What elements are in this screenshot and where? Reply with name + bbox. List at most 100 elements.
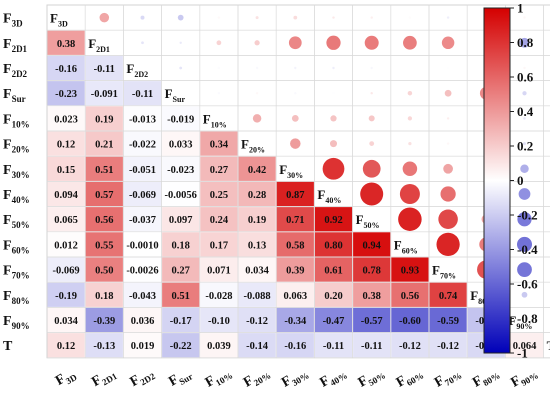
cell-f2d2-f70pct-circle xyxy=(446,66,450,70)
cell-f90pct-f50pct-fill xyxy=(353,307,391,333)
cell-f50pct-f2d2-value: -0.037 xyxy=(129,215,156,226)
cell-f3d-t-border xyxy=(543,4,550,31)
cell-f90pct-f20pct-fill xyxy=(238,307,276,333)
cell-f60pct-f40pct-fill xyxy=(314,232,353,257)
cell-f30pct-f3d-fill xyxy=(47,156,85,181)
cell-f2d1-fsur-circle xyxy=(179,41,182,44)
cell-f2d2-fsur-circle xyxy=(179,66,183,70)
diagonal-label-f70pct: F70% xyxy=(432,263,456,281)
cell-f90pct-f40pct-fill xyxy=(314,307,353,333)
column-label-group-fsur: FSur xyxy=(166,371,194,389)
cell-f40pct-fsur-value: -0.0056 xyxy=(165,190,197,201)
cell-f70pct-f50pct-fill xyxy=(353,257,391,282)
cell-t-f2d1-value: -0.13 xyxy=(93,341,115,352)
row-label-f70pct: F70% xyxy=(3,264,30,281)
cell-f90pct-f60pct-fill xyxy=(391,307,429,333)
cell-f2d1-t-border xyxy=(543,29,550,56)
cell-f60pct-f3d-fill xyxy=(47,232,85,257)
cell-fsur-f30pct-circle xyxy=(294,92,297,95)
cell-f90pct-f50pct-value: -0.57 xyxy=(361,316,383,327)
cell-f2d2-f2d1-fill xyxy=(85,55,123,81)
cell-f20pct-f10pct-value: 0.34 xyxy=(210,140,229,151)
cell-f50pct-f90pct-circle xyxy=(517,212,532,227)
cell-f80pct-f90pct-circle xyxy=(521,291,528,298)
cell-f3d-f2d1-circle xyxy=(99,12,110,23)
cell-f90pct-f20pct-value: -0.12 xyxy=(246,316,268,327)
cell-f80pct-f40pct-value: 0.20 xyxy=(324,291,342,302)
cell-t-f3d-fill xyxy=(47,333,85,358)
cell-f3d-f40pct-circle xyxy=(332,16,335,19)
cell-f80pct-f3d-fill xyxy=(47,282,85,307)
cell-fsur-f50pct-circle xyxy=(370,91,373,95)
cell-fsur-f10pct-circle xyxy=(217,92,221,95)
cell-f3d-f50pct-circle xyxy=(370,16,373,19)
cell-f2d2-f2d1-value: -0.11 xyxy=(94,64,115,75)
diagonal-label-f50pct: F50% xyxy=(356,212,380,230)
row-label-f20pct: F20% xyxy=(3,138,30,155)
column-label-f10pct: F10% xyxy=(203,364,235,392)
diagonal-label-f2d1: F2D1 xyxy=(88,36,110,54)
colorbar-tick-label--0.8: -0.8 xyxy=(517,311,538,326)
cell-f70pct-f20pct-value: 0.034 xyxy=(245,266,269,277)
cell-f80pct-f2d1-value: 0.18 xyxy=(95,291,113,302)
cell-t-f70pct-value: -0.12 xyxy=(437,341,459,352)
cell-f60pct-f40pct-value: 0.80 xyxy=(324,240,342,251)
cell-f70pct-f2d2-value: -0.0026 xyxy=(126,266,158,277)
row-label-f30pct: F30% xyxy=(3,163,30,180)
cell-f3d-f30pct-circle xyxy=(293,15,298,20)
colorbar-tick-label--0.2: -0.2 xyxy=(517,208,538,223)
cell-f70pct-f2d2-fill xyxy=(123,257,162,282)
column-label-group-f60pct: F60% xyxy=(394,370,426,390)
colorbar-tick-label--0.6: -0.6 xyxy=(517,277,538,292)
column-label-f90pct: F90% xyxy=(508,364,540,392)
cell-fsur-f2d2-value: -0.11 xyxy=(132,89,153,100)
cell-f3d-f2d2-circle xyxy=(140,15,145,20)
cell-f2d1-f30pct-circle xyxy=(288,36,302,50)
cell-f70pct-f40pct-fill xyxy=(314,257,353,282)
cell-t-f70pct-fill xyxy=(429,333,467,358)
cell-f30pct-f20pct-value: 0.42 xyxy=(248,165,266,176)
cell-f90pct-f2d2-fill xyxy=(123,307,162,333)
cell-f90pct-f70pct-fill xyxy=(429,307,467,333)
cell-f2d2-f50pct-circle xyxy=(370,66,373,70)
cell-fsur-t-border xyxy=(543,80,550,107)
cell-f50pct-t-border xyxy=(543,206,550,233)
cell-f90pct-f3d-value: 0.034 xyxy=(54,316,78,327)
colorbar-tick-label--0.4: -0.4 xyxy=(517,242,538,257)
cell-f60pct-f50pct-fill xyxy=(353,232,391,257)
cell-fsur-f2d1-fill xyxy=(85,81,123,106)
row-label-f2d1: F2D1 xyxy=(3,37,28,54)
cell-f50pct-f2d1-fill xyxy=(85,207,123,232)
cell-f10pct-fsur-fill xyxy=(162,106,200,131)
cell-f80pct-f30pct-fill xyxy=(276,282,314,307)
column-label-f3d: F3D xyxy=(53,366,79,391)
cell-f50pct-f30pct-value: 0.71 xyxy=(286,215,304,226)
cell-fsur-f70pct-circle xyxy=(444,89,452,97)
cell-f50pct-f2d1-value: 0.56 xyxy=(95,215,113,226)
cell-t-f90pct-value: 0.064 xyxy=(513,341,537,352)
cell-f2d2-f40pct-circle xyxy=(332,66,335,70)
cell-f10pct-f2d2-value: -0.013 xyxy=(129,114,156,125)
column-label-f2d2: F2D2 xyxy=(128,365,158,392)
cell-f80pct-f60pct-value: 0.56 xyxy=(401,291,419,302)
cell-f20pct-f2d1-value: 0.21 xyxy=(95,140,113,151)
cell-f70pct-f10pct-fill xyxy=(200,257,238,282)
cell-f80pct-t-border xyxy=(543,281,550,308)
cell-f3d-f20pct-circle xyxy=(255,16,259,20)
cell-f40pct-f2d1-value: 0.57 xyxy=(95,190,113,201)
colorbar-tick-label-0.2: 0.2 xyxy=(517,139,533,154)
cell-f40pct-f50pct-circle xyxy=(360,182,384,206)
cell-f40pct-f10pct-value: 0.25 xyxy=(210,190,228,201)
cell-t-f60pct-fill xyxy=(391,333,429,358)
cell-fsur-f90pct-circle xyxy=(522,91,527,96)
cell-f80pct-f50pct-fill xyxy=(353,282,391,307)
cell-f80pct-f2d2-fill xyxy=(123,282,162,307)
column-labels: F3D F2D1 F2D2 FSur F10% F20% F30% F40% F50% F60% F… xyxy=(53,364,540,392)
cell-f80pct-f50pct-value: 0.38 xyxy=(363,291,381,302)
cell-f20pct-f60pct-circle xyxy=(408,141,412,146)
row-label-f50pct: F50% xyxy=(3,213,30,230)
column-label-group-f2d1: F2D1 xyxy=(89,371,119,390)
cell-f20pct-f50pct-circle xyxy=(369,141,375,146)
cell-f90pct-f10pct-value: -0.10 xyxy=(208,316,230,327)
